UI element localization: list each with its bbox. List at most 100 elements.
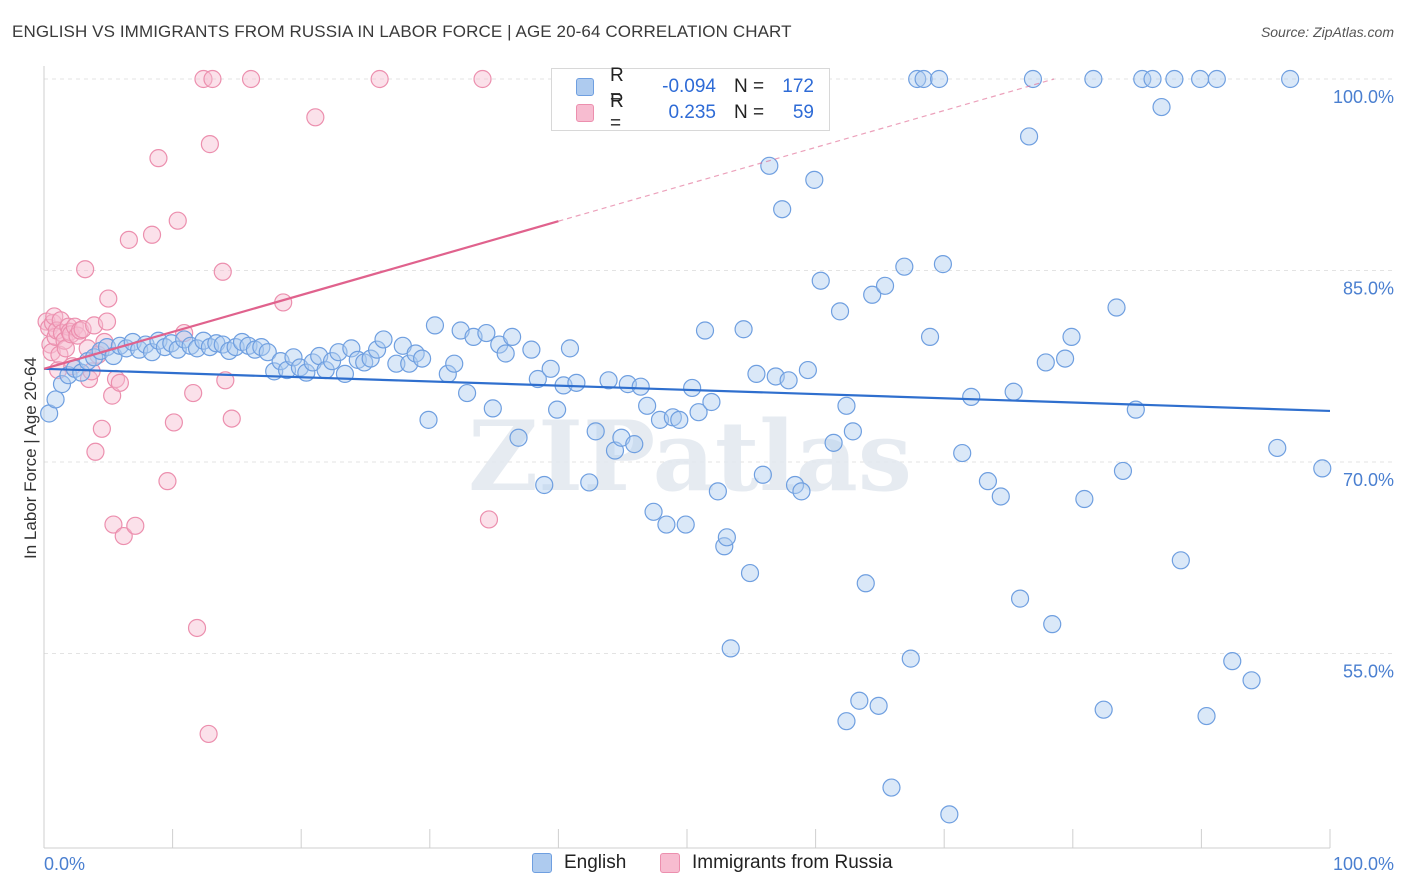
english-point[interactable] <box>908 69 927 89</box>
english-point[interactable] <box>367 340 387 359</box>
english-point[interactable] <box>342 339 361 358</box>
english-point[interactable] <box>483 399 502 418</box>
english-point[interactable] <box>586 422 605 441</box>
english-point[interactable] <box>721 639 740 658</box>
legend-item-english[interactable]: English <box>532 852 626 874</box>
russia-point[interactable] <box>200 135 219 154</box>
english-point[interactable] <box>863 285 882 304</box>
english-point[interactable] <box>914 69 933 89</box>
russia-point[interactable] <box>86 442 105 461</box>
english-point[interactable] <box>1197 706 1216 726</box>
english-point[interactable] <box>760 156 779 175</box>
russia-point[interactable] <box>479 510 499 529</box>
english-point[interactable] <box>1143 69 1162 89</box>
russia-point[interactable] <box>370 69 389 89</box>
english-point[interactable] <box>962 387 981 406</box>
english-point[interactable] <box>1268 438 1287 458</box>
english-point[interactable] <box>734 320 753 339</box>
english-point[interactable] <box>52 375 72 394</box>
english-point[interactable] <box>1313 459 1332 478</box>
russia-point[interactable] <box>199 724 218 744</box>
russia-point[interactable] <box>164 413 183 432</box>
english-point[interactable] <box>683 378 702 398</box>
english-point[interactable] <box>1094 700 1113 719</box>
russia-point[interactable] <box>241 69 261 89</box>
english-point[interactable] <box>528 369 547 389</box>
russia-point[interactable] <box>114 526 133 546</box>
english-point[interactable] <box>753 465 772 484</box>
english-point[interactable] <box>850 691 869 710</box>
russia-point[interactable] <box>73 320 92 339</box>
english-point[interactable] <box>425 316 445 335</box>
english-point[interactable] <box>1107 298 1126 317</box>
english-point[interactable] <box>541 359 560 378</box>
english-point[interactable] <box>657 515 676 534</box>
russia-point[interactable] <box>216 371 235 390</box>
english-point[interactable] <box>1010 589 1030 608</box>
english-point[interactable] <box>1191 69 1210 89</box>
english-point[interactable] <box>412 349 432 368</box>
russia-point[interactable] <box>213 262 232 281</box>
english-point[interactable] <box>991 487 1010 506</box>
english-point[interactable] <box>779 371 798 390</box>
english-point[interactable] <box>824 433 843 452</box>
english-point[interactable] <box>361 349 380 368</box>
english-point[interactable] <box>670 410 689 429</box>
english-point[interactable] <box>740 563 760 583</box>
english-point[interactable] <box>548 400 567 419</box>
english-point[interactable] <box>676 515 695 534</box>
english-point[interactable] <box>1084 69 1103 89</box>
russia-point[interactable] <box>104 515 123 534</box>
english-point[interactable] <box>717 528 736 547</box>
english-point[interactable] <box>509 428 528 447</box>
english-point[interactable] <box>1113 461 1133 481</box>
english-point[interactable] <box>496 344 515 363</box>
english-point[interactable] <box>46 390 65 409</box>
english-point[interactable] <box>940 805 959 824</box>
english-point[interactable] <box>445 354 464 373</box>
english-point[interactable] <box>1152 97 1171 117</box>
english-point[interactable] <box>953 443 972 463</box>
russia-point[interactable] <box>184 383 203 403</box>
english-point[interactable] <box>631 377 650 396</box>
english-point[interactable] <box>1055 349 1075 368</box>
russia-point[interactable] <box>92 419 111 438</box>
english-point[interactable] <box>869 696 888 715</box>
english-point[interactable] <box>522 340 541 359</box>
russia-point[interactable] <box>306 108 325 127</box>
english-point[interactable] <box>1023 69 1043 89</box>
english-point[interactable] <box>929 69 949 89</box>
english-point[interactable] <box>920 327 940 346</box>
english-point[interactable] <box>72 363 91 382</box>
english-point[interactable] <box>747 364 766 384</box>
english-point[interactable] <box>477 323 496 343</box>
english-point[interactable] <box>1281 69 1300 89</box>
russia-point[interactable] <box>126 516 145 535</box>
english-point[interactable] <box>580 473 599 492</box>
russia-point[interactable] <box>149 149 168 168</box>
russia-point[interactable] <box>222 409 241 428</box>
english-point[interactable] <box>1043 615 1062 634</box>
english-point[interactable] <box>284 348 303 367</box>
english-point[interactable] <box>374 330 393 349</box>
russia-point[interactable] <box>99 289 118 308</box>
russia-point[interactable] <box>47 321 66 340</box>
english-point[interactable] <box>1036 353 1055 372</box>
english-point[interactable] <box>457 383 477 403</box>
english-point[interactable] <box>708 482 727 501</box>
english-point[interactable] <box>882 778 901 797</box>
english-point[interactable] <box>258 343 277 362</box>
english-point[interactable] <box>792 482 811 501</box>
english-point[interactable] <box>895 257 914 276</box>
russia-point[interactable] <box>168 211 187 230</box>
english-point[interactable] <box>837 396 856 415</box>
english-point[interactable] <box>1207 69 1226 89</box>
english-point[interactable] <box>811 271 830 290</box>
english-point[interactable] <box>1075 489 1094 509</box>
russia-point[interactable] <box>473 69 492 89</box>
english-point[interactable] <box>322 352 342 371</box>
english-point[interactable] <box>644 502 663 521</box>
english-point[interactable] <box>419 410 438 429</box>
english-point[interactable] <box>625 435 644 454</box>
english-point[interactable] <box>1242 671 1261 690</box>
